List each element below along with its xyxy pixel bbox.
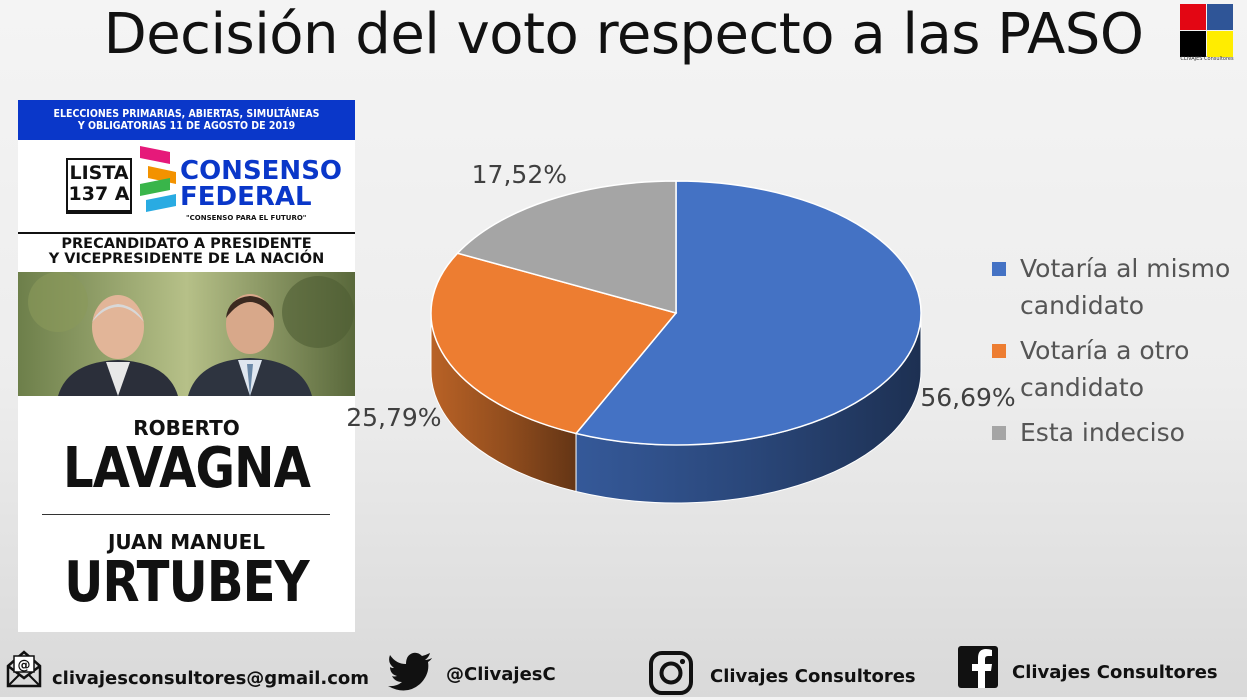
candidate2-first-name: JUAN MANUEL [107,530,265,554]
role-line2: Y VICEPRESIDENTE DE LA NACIÓN [48,251,325,267]
divider [18,232,355,234]
footer-facebook[interactable]: Clivajes Consultores [1012,662,1218,683]
candidacy-role: PRECANDIDATO A PRESIDENTE Y VICEPRESIDEN… [18,237,355,267]
candidate1-last-name: LAVAGNA [62,436,311,501]
data-label-1: 56,69% [920,382,1016,412]
lista-number: 137 A [68,183,130,205]
ballot-header-line2: Y OBLIGATORIAS 11 DE AGOSTO DE 2019 [77,120,296,132]
divider [42,514,330,515]
legend-swatch [992,344,1006,358]
party-slogan: "CONSENSO PARA EL FUTURO" [186,214,307,222]
pie-slice-1 [574,180,922,446]
facebook-icon [958,646,998,692]
candidate1-first-name: ROBERTO [133,416,240,440]
ballot-header: ELECCIONES PRIMARIAS, ABIERTAS, SIMULTÁN… [18,100,355,140]
lista-label: LISTA [69,162,129,184]
legend-item-2: Votaría a otro candidato [992,332,1242,406]
role-line1: PRECANDIDATO A PRESIDENTE [61,236,312,252]
legend-item-1: Votaría al mismo candidato [992,250,1242,324]
clivajes-logo: CLIVAJES Consultores [1178,2,1236,62]
instagram-icon [648,650,694,700]
pie-slice-3 [456,180,677,314]
email-icon: @ [4,646,44,694]
legend-label-cont: candidato [1020,373,1145,402]
party-name-line1: CONSENSO [180,156,343,186]
party-mark-icon [140,146,176,212]
legend-item-3: Esta indeciso [992,414,1242,451]
legend-label: Esta indeciso [1020,418,1185,447]
legend-swatch [992,262,1006,276]
svg-text:@: @ [18,658,31,673]
chart-legend: Votaría al mismo candidato Votaría a otro c… [992,250,1242,459]
legend-label: Votaría a otro [1020,336,1190,365]
page-title: Decisión del voto respecto a las PASO [103,2,1144,67]
data-label-3: 17,52% [471,159,567,189]
footer-twitter[interactable]: @ClivajesC [446,664,556,685]
party-name-line2: FEDERAL [180,182,312,212]
legend-label-cont: candidato [1020,291,1145,320]
pie-slice-2 [430,252,678,435]
twitter-icon [388,652,434,696]
legend-label: Votaría al mismo [1020,254,1231,283]
ballot-image: ELECCIONES PRIMARIAS, ABIERTAS, SIMULTÁN… [18,100,355,632]
logo-text: CLIVAJES Consultores [1180,56,1234,62]
candidate2-last-name: URTUBEY [64,550,309,615]
ballot-header-line1: ELECCIONES PRIMARIAS, ABIERTAS, SIMULTÁN… [53,108,320,120]
candidates-photo [18,272,355,396]
footer-email[interactable]: clivajesconsultores@gmail.com [52,668,370,689]
lista-box: LISTA 137 A [66,158,132,214]
pie-chart [430,180,922,504]
party-name: CONSENSO FEDERAL "CONSENSO PARA EL FUTUR… [180,158,342,222]
data-label-2: 25,79% [346,402,442,432]
legend-swatch [992,426,1006,440]
footer-instagram[interactable]: Clivajes Consultores [710,666,916,687]
